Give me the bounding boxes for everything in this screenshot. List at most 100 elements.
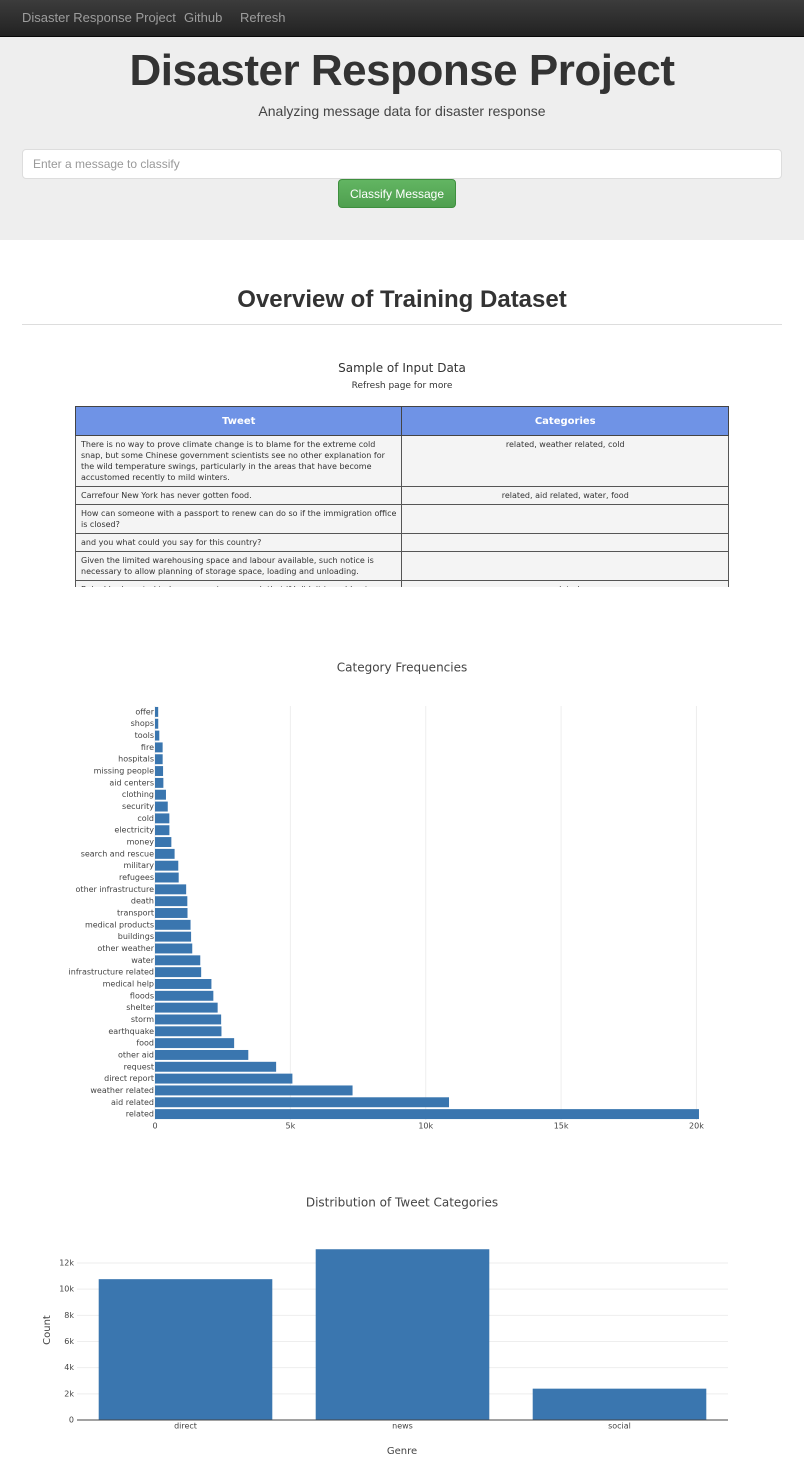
y-tick-label: related xyxy=(126,1110,154,1119)
nav-brand[interactable]: Disaster Response Project xyxy=(22,10,176,25)
bar xyxy=(155,1026,222,1037)
bar xyxy=(155,1014,222,1025)
y-tick-label: weather related xyxy=(90,1086,154,1095)
table-subtitle: Refresh page for more xyxy=(351,381,453,391)
bar xyxy=(155,908,188,918)
y-tick-label: direct report xyxy=(104,1074,154,1083)
table-cell: Carrefour New York has never gotten food… xyxy=(75,486,403,505)
x-tick-label: news xyxy=(392,1422,413,1431)
x-tick-label: 0 xyxy=(152,1122,157,1131)
bar xyxy=(155,789,166,800)
bar xyxy=(155,979,212,989)
y-tick-label: other aid xyxy=(118,1050,154,1059)
bar xyxy=(155,1038,235,1049)
bar xyxy=(155,706,159,717)
bar xyxy=(155,1073,293,1084)
y-tick-label: security xyxy=(122,802,154,811)
y-tick-label: request xyxy=(124,1062,154,1071)
bar xyxy=(155,860,179,871)
classify-button[interactable]: Classify Message xyxy=(338,179,456,208)
y-tick-label: refugees xyxy=(119,873,154,882)
y-tick-label: tools xyxy=(135,731,154,740)
column-header: Tweet xyxy=(75,406,403,436)
message-input[interactable]: Enter a message to classify xyxy=(22,149,782,179)
y-tick-label: storm xyxy=(131,1015,154,1024)
y-tick-label: food xyxy=(136,1039,154,1048)
table-cell: How can someone with a passport to renew… xyxy=(75,504,403,534)
bar xyxy=(155,777,164,788)
y-tick-label: transport xyxy=(117,909,154,918)
x-tick-label: 20k xyxy=(689,1122,704,1131)
y-tick-label: medical help xyxy=(103,979,154,988)
table-cell xyxy=(401,504,729,534)
y-tick-label: clothing xyxy=(122,790,154,799)
column-header: Categories xyxy=(401,406,729,436)
x-tick-label: 10k xyxy=(418,1122,433,1131)
bar xyxy=(155,848,175,859)
y-axis-title: Count xyxy=(42,1315,53,1345)
table-row: Carrefour New York has never gotten food… xyxy=(75,486,729,505)
table-cell: There is no way to prove climate change … xyxy=(75,435,403,487)
table-cell: and you what could you say for this coun… xyxy=(75,533,403,552)
y-tick-label: search and rescue xyxy=(81,849,154,858)
table-row: How can someone with a passport to renew… xyxy=(75,504,729,534)
table-cell xyxy=(401,533,729,552)
bar xyxy=(155,919,191,930)
bar xyxy=(155,801,168,812)
y-tick-label: 6k xyxy=(64,1337,74,1346)
table-header: Tweet Categories xyxy=(75,406,729,436)
y-tick-label: missing people xyxy=(94,767,154,776)
nav-link[interactable]: Refresh xyxy=(240,10,286,25)
table-cell: related, aid related, water, food xyxy=(401,486,729,505)
table-cell: related, weather related, cold xyxy=(401,435,729,487)
bar xyxy=(155,1061,277,1072)
bar xyxy=(155,931,192,942)
bar xyxy=(155,754,163,765)
table-cell xyxy=(401,551,729,581)
y-tick-label: water xyxy=(131,956,155,965)
bar xyxy=(155,990,214,1001)
chart-title: Distribution of Tweet Categories xyxy=(306,1196,498,1210)
bar xyxy=(155,872,179,883)
bar xyxy=(155,1109,699,1120)
page-title: Disaster Response Project xyxy=(129,46,675,95)
bar xyxy=(155,943,193,954)
y-tick-label: infrastructure related xyxy=(69,968,154,977)
x-tick-label: 15k xyxy=(554,1122,569,1131)
bar xyxy=(155,742,163,753)
bar xyxy=(155,1097,450,1108)
bar xyxy=(155,884,187,895)
bar xyxy=(532,1388,707,1420)
y-tick-label: offer xyxy=(135,707,154,716)
table-title: Sample of Input Data xyxy=(338,361,466,375)
bar xyxy=(155,1049,249,1060)
nav-link[interactable]: Github xyxy=(184,10,223,25)
y-tick-label: 4k xyxy=(64,1363,74,1372)
bar xyxy=(155,1002,218,1013)
y-tick-label: medical products xyxy=(85,920,154,929)
table-cell: Given the limited warehousing space and … xyxy=(75,551,403,581)
x-tick-label: social xyxy=(608,1422,631,1431)
bar xyxy=(155,955,201,966)
bar xyxy=(155,967,202,978)
bar xyxy=(155,837,172,847)
chart: Category Frequencies 0 5k 10k 15k 20k offer sh… xyxy=(69,661,705,1131)
y-tick-label: other infrastructure xyxy=(76,885,155,894)
y-tick-label: shelter xyxy=(126,1003,154,1012)
x-tick-label: 5k xyxy=(285,1122,295,1131)
y-tick-label: 10k xyxy=(59,1285,74,1294)
table-row: There is no way to prove climate change … xyxy=(75,435,729,487)
bar xyxy=(155,730,160,741)
y-tick-label: 8k xyxy=(64,1311,74,1320)
y-tick-label: aid centers xyxy=(109,778,154,787)
y-tick-label: other weather xyxy=(97,944,154,953)
x-axis-title: Genre xyxy=(387,1446,417,1457)
bar xyxy=(155,825,170,836)
y-tick-label: money xyxy=(127,838,155,847)
table-cell: related xyxy=(401,580,729,587)
y-tick-label: cold xyxy=(137,814,154,823)
y-tick-label: fire xyxy=(141,743,154,752)
y-tick-label: electricity xyxy=(114,826,154,835)
